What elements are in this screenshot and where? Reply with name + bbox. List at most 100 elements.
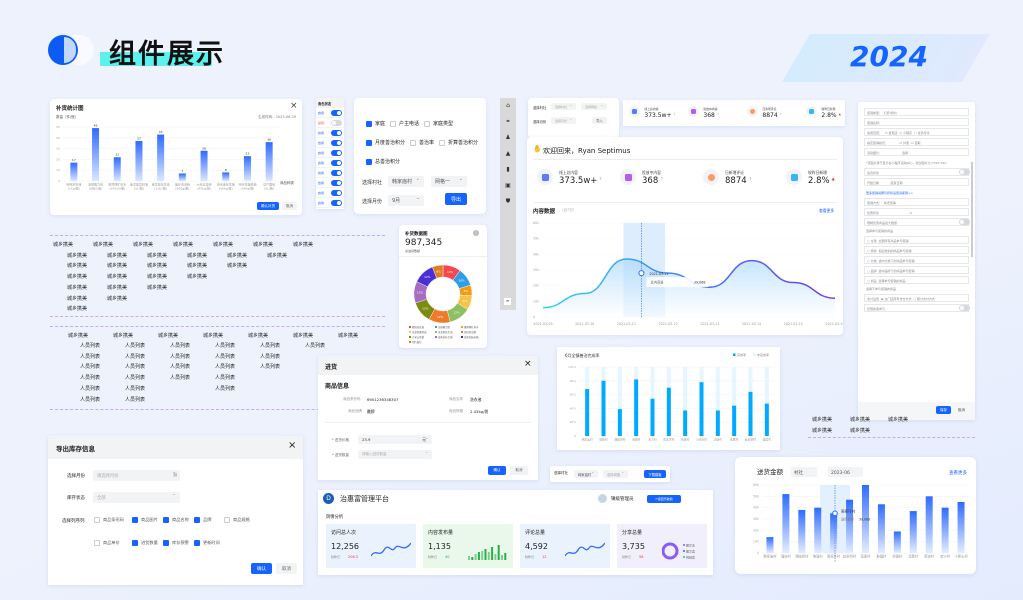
checkbox-1-2[interactable]: 折算善治积分 [439,139,478,146]
save-button[interactable]: 保存 [936,406,951,414]
import-button[interactable]: 导入 [592,117,607,124]
qty-input[interactable]: 请输入进货数量 [358,450,432,459]
view-more-link[interactable]: 查看更多 [949,469,967,476]
export-button[interactable]: 导出 [445,193,467,205]
form-row[interactable]: ○ 品牌 选中品牌下的商品参与促销 [864,266,969,274]
status-toggle[interactable] [331,169,342,176]
toggle-switch[interactable] [959,219,970,225]
status-toggle[interactable] [331,149,342,156]
checkbox-2-0[interactable]: 总善治积分 [366,158,400,165]
form-row[interactable]: ○ 商品 选择参与促销的商品 [864,276,969,284]
cancel-button[interactable]: 取消 [958,408,965,412]
cancel-button[interactable]: 取消 [510,466,528,475]
price-input[interactable]: 23.9 元 [358,435,432,444]
confirm-button[interactable]: 确认 [488,466,506,475]
grid-select[interactable]: 选择网格 [581,103,607,110]
close-icon[interactable]: × [288,440,297,451]
bar [178,173,186,181]
status-toggle[interactable] [331,189,342,196]
export-option[interactable]: 商品单价 [94,540,120,546]
checkbox [94,517,100,523]
confirm-button[interactable]: 确认 [251,563,272,574]
grid-select[interactable]: 选择网格 [603,470,628,478]
month-picker[interactable]: 请选择月份 ▦ [93,470,180,481]
scrollbar[interactable] [971,162,973,257]
form-row[interactable]: ○ 全场 全部所有商品参与促销 [864,236,969,244]
village-filter[interactable] [791,467,817,477]
cancel-button[interactable]: 取消 [276,563,297,574]
export-option[interactable]: 商品图片 [132,517,158,523]
export-inventory-dialog: 导出库存信息 × 选择月份 请选择月份 ▦ 库存状态 全部 选择列序列 商品条形码… [48,436,303,585]
link-icon[interactable]: ⚭ [505,118,511,125]
export-option[interactable]: 商品名称 [163,517,189,523]
close-icon[interactable]: × [290,101,298,111]
period-filter[interactable] [828,467,863,477]
confirm-restock-button[interactable]: 确认补货 [257,202,279,210]
checkbox-0-0[interactable]: 家庭 [366,120,385,127]
form-row[interactable]: 开始日期 结束日期 [864,178,969,186]
month-select[interactable]: 9月 [388,195,424,206]
village-select[interactable]: 韩家庙村 [574,470,598,478]
form-row[interactable]: 促销方式： 新老促销 [864,198,969,206]
trend-icon: ▲ [831,176,835,181]
checkbox-1-0[interactable]: 月度善治积分 [366,139,405,146]
name-value: 洗衣液 [470,397,482,402]
status-toggle[interactable] [331,129,342,136]
bag-icon[interactable]: ▲ [505,150,511,157]
x-tick-label: 大米五常稻 [197,182,212,187]
form-row[interactable]: 适用范围： ☑ 发现店 ☑ 小程序 ☐ 会员专享 [864,128,969,136]
status-toggle[interactable] [331,119,342,126]
form-row[interactable]: 仅限新客参与 [864,304,969,312]
export-option[interactable]: 库存预警 [163,540,189,546]
stat-value: 2.8% [821,112,837,119]
info-icon[interactable]: i [473,230,479,236]
book-icon[interactable]: ▣ [505,182,511,189]
back-to-cockpit-button[interactable]: ↶ 返回驾驶舱 [647,495,681,503]
status-toggle[interactable] [331,109,342,116]
form-row[interactable]: 促销类型： 打折/特价 [864,108,969,116]
checkbox-0-1[interactable]: 户主电话 [390,120,419,127]
toggle-switch[interactable] [959,169,970,175]
home-icon[interactable]: ⌂ [506,102,510,109]
export-option[interactable]: 品牌 [194,517,211,523]
village-select[interactable]: 选择村社 [551,103,576,110]
bar [683,410,688,436]
form-row[interactable]: ○ 分类 选中分类下的商品参与促销 [864,256,969,264]
village-filter-label: 村社 [794,469,803,476]
checkbox-0-2[interactable]: 家庭类型 [424,120,453,127]
export-option[interactable]: 进货数量 [132,540,158,546]
form-row[interactable]: 限制优惠商品最大数量 [864,218,969,226]
shield-icon[interactable]: ⛊ [505,198,511,205]
status-toggle[interactable] [331,159,342,166]
checkbox-1-1[interactable]: 善治率 [410,139,434,146]
form-row[interactable]: 促销名称： [864,118,969,126]
status-toggle[interactable] [331,179,342,186]
grid-select[interactable]: 网格一 [431,176,467,187]
form-row[interactable]: 会员折扣 [864,168,969,176]
close-icon[interactable]: × [524,359,532,369]
user-icon[interactable]: ♟ [505,134,511,141]
status-toggle[interactable] [331,139,342,146]
view-more-link[interactable]: 查看更多 [819,208,835,213]
download-template-button[interactable]: 下载模板 [644,470,666,478]
export-option[interactable]: 商品条形码 [94,517,124,523]
stat-value: 8874 [725,176,747,186]
export-option[interactable]: 商品规格 [224,517,250,523]
form-row[interactable]: 支付设置 ◉ 全门店所有支付方式 ○ 部分支付方式 [864,294,969,302]
status-select[interactable]: 全部 [93,492,180,503]
file-icon[interactable]: ▮ [506,166,510,173]
tooltip-value: 39,068 [694,281,706,285]
village-select[interactable]: 韩家庙村 [388,176,424,187]
form-row[interactable]: 活动图片： 选择 › [864,148,969,156]
form-row[interactable]: 优惠折扣 % [864,208,969,216]
month-select[interactable]: 选择月份 [551,117,576,124]
export-option[interactable]: 更新时间 [194,540,220,546]
status-toggle[interactable] [331,199,342,206]
form-row[interactable]: ○ 按类 指定类别的商品参与促销 [864,246,969,254]
cancel-button[interactable]: 取消 [282,202,297,210]
bar [92,128,100,181]
avatar[interactable] [598,494,607,503]
form-row[interactable]: 指定促销模式： ☑ 外卖 ☑ 自取 [864,138,969,146]
toggle-switch[interactable] [959,305,970,311]
collapse-icon[interactable]: ≡ [504,298,511,305]
